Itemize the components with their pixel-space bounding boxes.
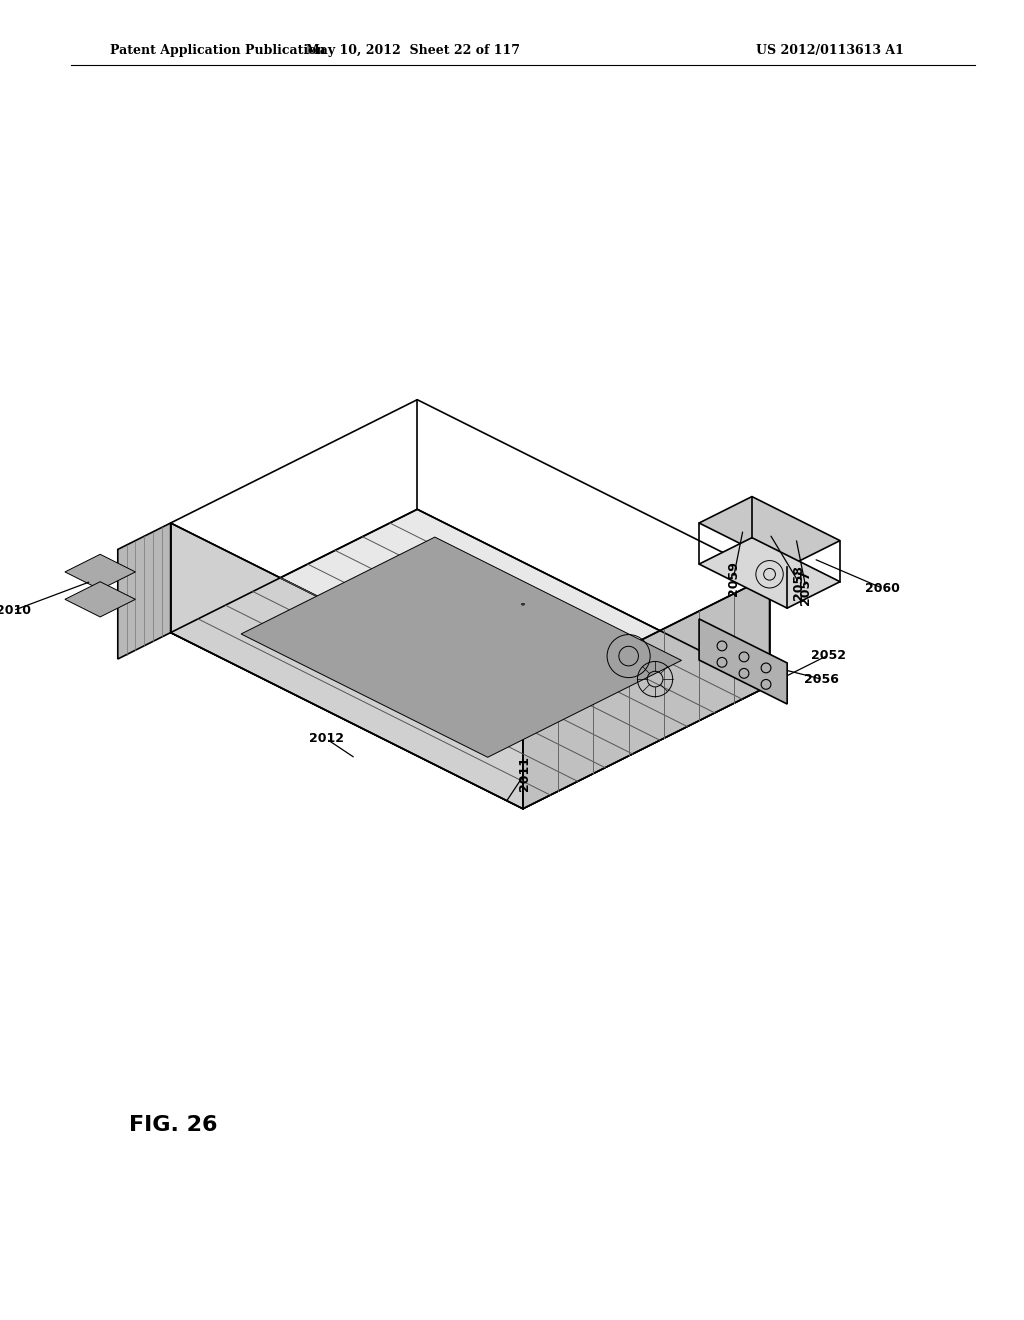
Text: 2056: 2056	[804, 673, 839, 685]
Polygon shape	[699, 619, 787, 704]
Polygon shape	[65, 582, 135, 616]
Text: 2058: 2058	[793, 565, 806, 601]
Polygon shape	[523, 576, 770, 809]
Text: May 10, 2012  Sheet 22 of 117: May 10, 2012 Sheet 22 of 117	[306, 44, 520, 57]
Text: 2060: 2060	[864, 582, 899, 594]
Polygon shape	[699, 537, 840, 609]
Text: 2052: 2052	[811, 648, 846, 661]
Text: 2011: 2011	[518, 756, 531, 791]
Text: 2059: 2059	[727, 561, 740, 595]
Polygon shape	[171, 523, 523, 809]
Polygon shape	[65, 554, 135, 590]
Text: 2012: 2012	[308, 733, 344, 746]
Polygon shape	[171, 510, 770, 809]
Text: US 2012/0113613 A1: US 2012/0113613 A1	[756, 44, 904, 57]
Text: 2010: 2010	[0, 605, 31, 616]
Polygon shape	[241, 537, 682, 758]
Polygon shape	[699, 496, 840, 568]
Text: 2057: 2057	[800, 570, 812, 605]
Polygon shape	[118, 523, 171, 659]
Text: Patent Application Publication: Patent Application Publication	[110, 44, 326, 57]
Text: FIG. 26: FIG. 26	[129, 1115, 218, 1135]
